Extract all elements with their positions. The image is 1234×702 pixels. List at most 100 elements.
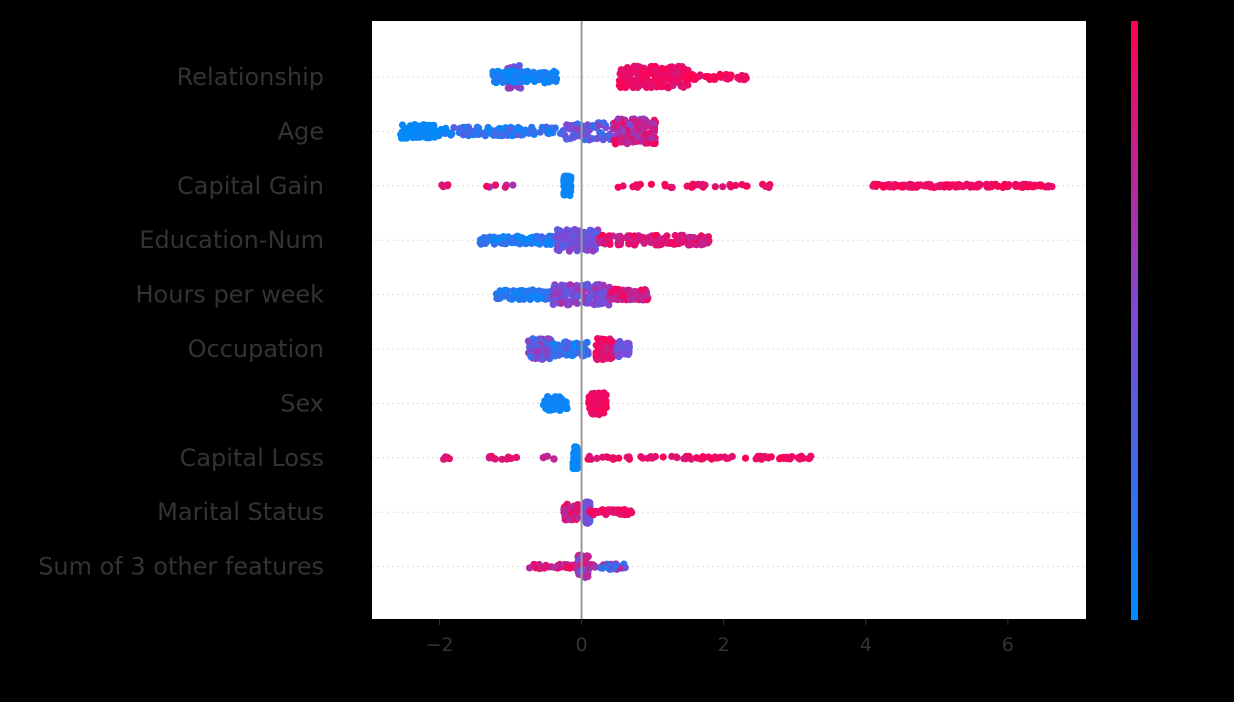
data-point — [581, 233, 589, 242]
data-point — [629, 83, 637, 92]
data-point — [537, 74, 545, 82]
data-point — [1029, 183, 1037, 191]
data-point — [548, 77, 556, 85]
data-point — [946, 182, 954, 191]
data-point — [1037, 182, 1045, 190]
data-point — [673, 454, 681, 462]
x-tick-label: −2 — [425, 634, 453, 656]
data-point — [603, 453, 611, 461]
data-point — [605, 336, 613, 344]
data-point — [697, 241, 706, 249]
data-point — [594, 300, 603, 308]
data-point — [644, 454, 652, 462]
data-point — [550, 455, 558, 463]
data-point — [963, 180, 971, 188]
data-point — [999, 182, 1007, 190]
data-point — [506, 125, 514, 133]
data-point — [649, 125, 657, 133]
data-point — [561, 241, 569, 249]
data-point — [414, 122, 422, 130]
data-point — [702, 72, 711, 81]
data-point — [585, 452, 594, 460]
feature-label: Sum of 3 other features — [38, 553, 324, 581]
data-point — [699, 453, 707, 461]
data-point — [475, 124, 483, 132]
data-point — [639, 233, 647, 241]
feature-label: Age — [278, 117, 324, 145]
data-point — [614, 350, 622, 358]
data-point — [574, 235, 583, 243]
data-point — [566, 246, 574, 254]
data-point — [622, 75, 630, 83]
data-point — [562, 404, 570, 412]
data-point — [583, 572, 591, 580]
data-point — [693, 454, 701, 462]
data-point — [585, 295, 593, 303]
data-point — [518, 68, 526, 76]
data-point — [554, 290, 562, 298]
data-point — [589, 300, 597, 308]
data-point — [879, 183, 888, 191]
data-point — [955, 181, 963, 189]
data-point — [514, 126, 522, 134]
data-point — [535, 287, 544, 295]
data-point — [438, 181, 446, 189]
data-point — [675, 75, 683, 83]
x-tick-label: 6 — [1002, 634, 1014, 656]
data-point — [634, 62, 642, 70]
data-point — [632, 181, 640, 189]
data-point — [512, 73, 520, 81]
feature-label: Sex — [280, 389, 324, 417]
data-point — [621, 83, 629, 91]
data-point — [589, 247, 597, 255]
data-point — [444, 181, 452, 189]
data-point — [616, 506, 624, 514]
data-point — [528, 123, 536, 131]
data-point — [600, 119, 608, 127]
data-point — [572, 299, 580, 307]
data-point — [696, 71, 704, 79]
data-point — [525, 74, 533, 82]
data-point — [571, 131, 579, 139]
data-point — [424, 134, 432, 142]
data-point — [582, 131, 591, 139]
data-point — [922, 182, 930, 190]
data-point — [404, 128, 412, 136]
feature-label: Hours per week — [136, 281, 325, 309]
data-point — [527, 292, 536, 300]
data-point — [557, 299, 565, 307]
data-point — [550, 563, 559, 571]
feature-label: Occupation — [188, 335, 324, 363]
data-point — [985, 182, 993, 191]
data-point — [516, 288, 524, 296]
data-point — [602, 235, 610, 243]
data-point — [535, 560, 543, 569]
data-point — [663, 232, 671, 240]
data-point — [651, 232, 659, 240]
data-point — [783, 453, 791, 461]
data-point — [593, 399, 602, 407]
data-point — [608, 353, 616, 362]
data-point — [700, 233, 708, 242]
data-point — [420, 128, 428, 136]
data-point — [542, 350, 550, 358]
data-point — [566, 515, 574, 524]
data-point — [596, 237, 604, 245]
data-point — [684, 73, 692, 81]
data-point — [566, 185, 575, 193]
color-bar — [1131, 21, 1138, 620]
data-point — [637, 453, 645, 461]
data-point — [552, 394, 561, 402]
data-point — [589, 122, 597, 130]
data-point — [550, 295, 559, 303]
data-point — [503, 292, 511, 300]
data-point — [549, 129, 557, 137]
data-point — [619, 66, 627, 74]
data-point — [547, 406, 555, 414]
data-point — [936, 181, 944, 189]
data-point — [600, 298, 608, 306]
data-point — [415, 133, 423, 141]
data-point — [580, 555, 589, 563]
data-point — [598, 129, 606, 138]
data-point — [669, 82, 677, 90]
